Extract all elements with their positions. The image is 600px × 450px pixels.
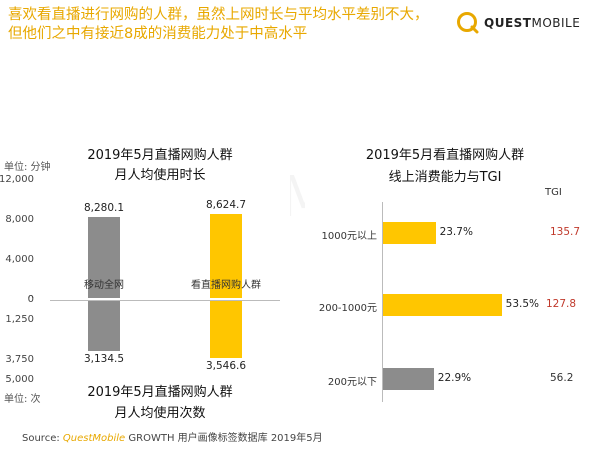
consumption-value-label: 22.9%	[437, 372, 472, 384]
duration-chart-title-2: 月人均使用时长	[114, 168, 206, 183]
duration-bar	[88, 217, 120, 300]
frequency-bar	[210, 301, 242, 358]
duration-value-label: 8,624.7	[205, 198, 247, 211]
headline: 喜欢看直播进行网购的人群，虽然上网时长与平均水平差别不大， 但他们之中有接近8成…	[8, 6, 448, 44]
logo-text: QUESTMOBILE	[484, 16, 581, 30]
consumption-bar	[383, 294, 502, 316]
duration-bar	[210, 213, 242, 300]
duration-ytick: 12,000	[0, 174, 34, 185]
consumption-value-label: 53.5%	[505, 298, 540, 310]
duration-ytick: 8,000	[5, 214, 34, 225]
frequency-ytick: 3,750	[5, 354, 34, 365]
duration-value-label: 8,280.1	[83, 202, 125, 215]
questmobile-logo: QUESTMOBILE	[456, 10, 580, 36]
consumption-ability-chart: 2019年5月看直播网购人群 线上消费能力与TGI TGI 1000元以上 23.…	[305, 130, 595, 420]
headline-line-1: 喜欢看直播进行网购的人群，虽然上网时长与平均水平差别不大，	[8, 7, 429, 23]
consumption-category-label: 1000元以上	[321, 231, 377, 242]
consumption-chart-title-1: 2019年5月看直播网购人群	[365, 148, 525, 163]
consumption-bar	[383, 368, 434, 390]
frequency-value-label: 3,134.5	[83, 353, 125, 366]
consumption-value-label: 23.7%	[439, 226, 473, 238]
duration-ytick: 4,000	[5, 254, 34, 265]
usage-frequency-chart: 单位: 次 2019年5月直播网购人群 月人均使用次数 0 1,250 3,750 5…	[0, 294, 290, 423]
frequency-value-label: 3,546.6	[205, 359, 247, 372]
consumption-chart-title-2: 线上消费能力与TGI	[388, 170, 502, 185]
headline-line-2: 但他们之中有接近8成的消费能力处于中高水平	[8, 26, 308, 42]
tgi-value: 135.7	[550, 226, 581, 238]
frequency-unit: 单位: 次	[4, 394, 41, 405]
duration-unit: 单位: 分钟	[4, 162, 51, 173]
frequency-ytick: 0	[27, 294, 34, 305]
frequency-ytick: 5,000	[5, 374, 34, 385]
usage-duration-chart: 2019年5月直播网购人群 月人均使用时长 单位: 分钟 0 4,000 8,000…	[0, 130, 290, 305]
frequency-chart-title-2: 月人均使用次数	[114, 406, 206, 421]
duration-category-label: 移动全网	[84, 280, 124, 291]
source-brand: QuestMobile	[62, 433, 126, 444]
frequency-chart-title-1: 2019年5月直播网购人群	[87, 385, 233, 400]
consumption-category-label: 200-1000元	[318, 303, 377, 314]
questmobile-logo-icon	[457, 12, 479, 34]
consumption-category-label: 200元以下	[327, 377, 377, 388]
source-label: Source:	[22, 433, 60, 444]
tgi-value: 127.8	[546, 298, 577, 310]
frequency-ytick: 1,250	[5, 314, 34, 325]
consumption-bar	[383, 222, 436, 244]
frequency-bar	[88, 301, 120, 352]
source-rest: GROWTH 用户画像标签数据库 2019年5月	[125, 433, 323, 444]
duration-chart-title-1: 2019年5月直播网购人群	[87, 148, 233, 163]
duration-category-label: 看直播网购人群	[191, 280, 261, 291]
frequency-axis-line	[50, 300, 280, 301]
source-note: Source: QuestMobile GROWTH 用户画像标签数据库 201…	[22, 429, 323, 444]
tgi-header: TGI	[545, 187, 562, 198]
consumption-axis-line	[382, 202, 383, 402]
tgi-value: 56.2	[550, 372, 574, 384]
